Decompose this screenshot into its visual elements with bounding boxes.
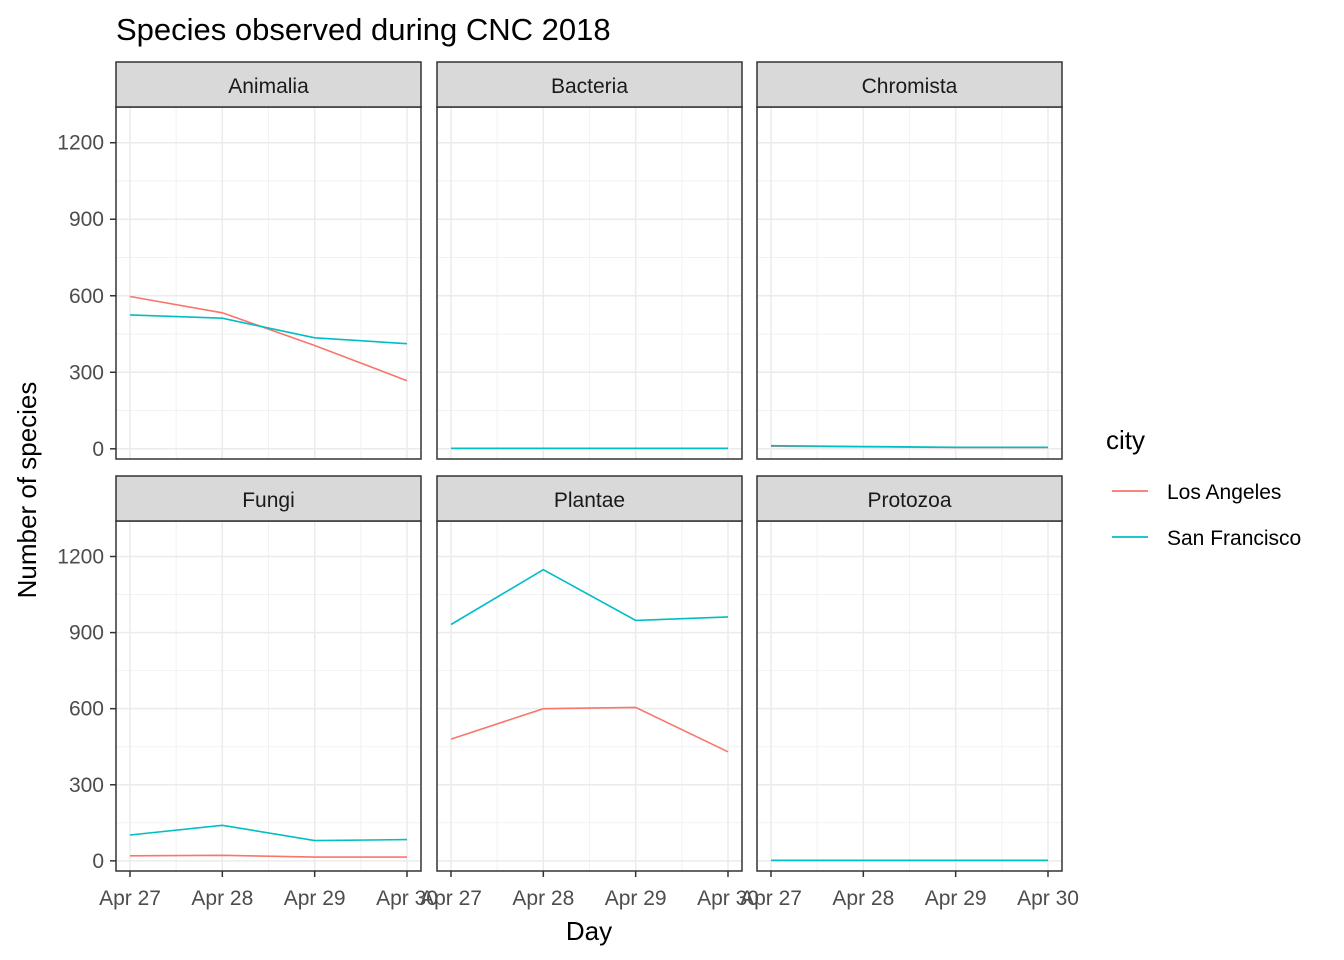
series-line-los-angeles	[129, 854, 407, 858]
facet-strip	[115, 61, 422, 108]
x-tick-label: Apr 27	[99, 887, 161, 910]
facet-panel-bacteria: Bacteria	[436, 61, 743, 460]
y-tick-label: 1200	[57, 132, 104, 155]
x-tick-label: Apr 28	[832, 887, 894, 910]
facet-strip-label: Chromista	[862, 75, 958, 98]
x-tick-label: Apr 30	[697, 887, 759, 910]
y-tick-label: 1200	[57, 546, 104, 569]
facet-strip	[436, 475, 743, 522]
y-tick-label: 0	[92, 438, 104, 461]
series-line-san-francisco	[129, 824, 408, 842]
x-axis-label: Day	[566, 916, 612, 946]
y-axis-label: Number of species	[12, 382, 42, 599]
legend-label: San Francisco	[1167, 527, 1301, 550]
facet-panel-protozoa: Protozoa Apr 27 Apr 28 Apr 29 Apr 30	[740, 475, 1079, 910]
y-tick-label: 600	[69, 285, 104, 308]
series-line-los-angeles	[129, 295, 408, 382]
x-tick-label: Apr 27	[420, 887, 482, 910]
legend-label: Los Angeles	[1167, 481, 1281, 504]
series-line-san-francisco	[129, 314, 408, 345]
facet-panel-chromista: Chromista	[756, 61, 1063, 460]
facet-strip	[436, 61, 743, 108]
x-tick-label: Apr 27	[740, 887, 802, 910]
y-tick-label: 900	[69, 622, 104, 645]
x-tick-label: Apr 29	[605, 887, 667, 910]
facet-strip-label: Fungi	[242, 489, 295, 512]
y-tick-label: 300	[69, 361, 104, 384]
y-tick-label: 600	[69, 698, 104, 721]
y-tick-label: 0	[92, 850, 104, 873]
legend-item: Los Angeles	[1112, 481, 1281, 504]
x-tick-label: Apr 30	[376, 887, 438, 910]
facet-strip-label: Protozoa	[867, 489, 951, 512]
facet-strip	[756, 61, 1063, 108]
y-tick-label: 300	[69, 774, 104, 797]
facet-strip-label: Bacteria	[551, 75, 628, 98]
chart-title: Species observed during CNC 2018	[116, 12, 611, 47]
facet-strip-label: Plantae	[554, 489, 625, 512]
series-line-los-angeles	[450, 706, 729, 753]
facet-panel-fungi: Fungi 0 300 600 900 1200 Apr 27 Apr 28 Apr 29 Apr…	[57, 475, 438, 910]
x-tick-label: Apr 29	[925, 887, 987, 910]
facet-panel-plantae: Plantae Apr 27 Apr 28 Apr 29 Apr 30	[420, 475, 759, 910]
x-tick-label: Apr 30	[1017, 887, 1079, 910]
x-tick-label: Apr 29	[284, 887, 346, 910]
facet-strip	[756, 475, 1063, 522]
facet-panel-animalia: Animalia 0 300 600 900 1200	[57, 61, 422, 461]
facet-strip	[115, 475, 422, 522]
legend-title: city	[1106, 425, 1145, 455]
x-tick-label: Apr 28	[512, 887, 574, 910]
series-line-san-francisco	[770, 444, 1048, 449]
x-tick-label: Apr 28	[191, 887, 253, 910]
facet-strip-label: Animalia	[228, 75, 309, 98]
legend-item: San Francisco	[1112, 527, 1301, 550]
series-line-san-francisco	[450, 568, 729, 626]
y-tick-label: 900	[69, 208, 104, 231]
